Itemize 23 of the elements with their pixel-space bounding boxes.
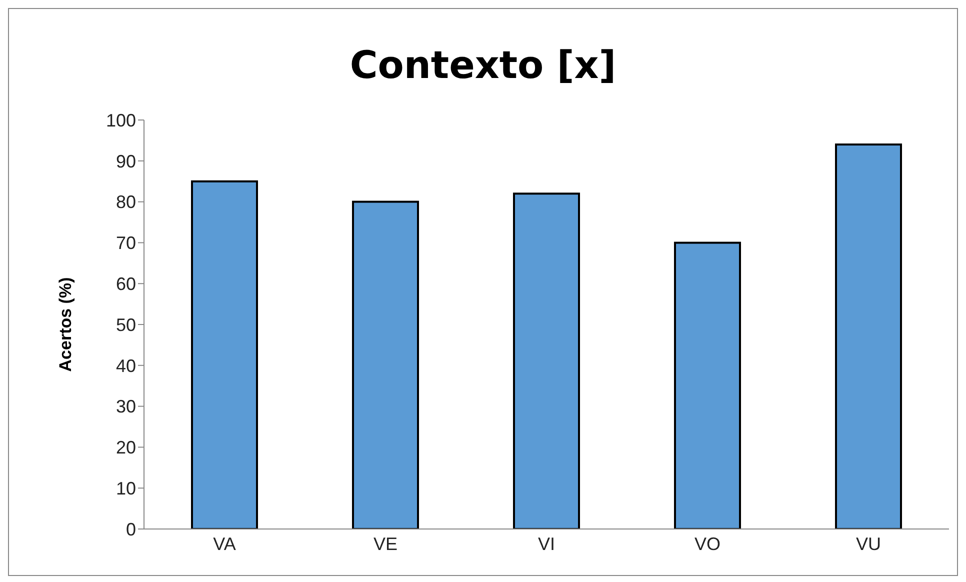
x-tick-label: VI — [538, 534, 556, 554]
y-tick-label: 90 — [116, 151, 136, 172]
x-tick-label: VA — [213, 534, 236, 554]
y-tick-label: 80 — [116, 192, 136, 212]
x-tick-label: VU — [856, 534, 882, 554]
y-tick-label: 20 — [116, 438, 136, 458]
y-tick-label: 50 — [116, 314, 136, 335]
y-tick-label: 0 — [126, 519, 136, 540]
y-tick-label: 10 — [116, 478, 136, 498]
x-tick-label: VE — [373, 534, 398, 554]
bar — [352, 200, 419, 529]
y-tick-label: 30 — [116, 396, 136, 417]
x-tick-label: VO — [694, 534, 721, 554]
y-tick-label: 100 — [106, 110, 136, 130]
y-tick-label: 40 — [116, 356, 136, 376]
bar — [513, 192, 580, 529]
bar — [674, 242, 741, 529]
y-tick-label: 70 — [116, 233, 136, 254]
bar — [191, 180, 258, 529]
y-tick-label: 60 — [116, 274, 136, 294]
bar — [835, 144, 902, 529]
y-axis-title: Acertos (%) — [56, 277, 76, 372]
chart-title: Contexto [x] — [348, 43, 618, 87]
